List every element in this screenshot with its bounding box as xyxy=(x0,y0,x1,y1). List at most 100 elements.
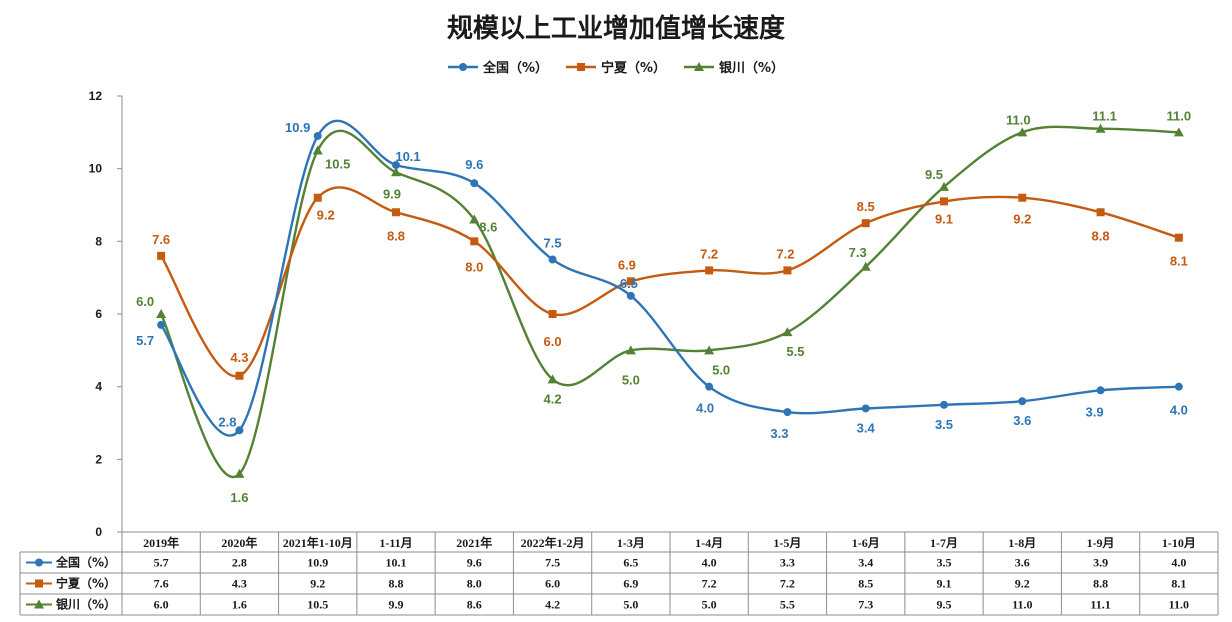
row-legend-marker xyxy=(35,558,43,567)
data-point xyxy=(1095,123,1106,133)
data-point xyxy=(470,237,479,246)
data-point xyxy=(940,400,948,409)
table-cell: 5.0 xyxy=(623,598,638,612)
table-row-0: 全国（%） 5.7 2.8 10.9 10.1 9.6 7.5 6.5 4.0 3.3 3.4 3.5… xyxy=(26,555,1186,570)
data-label: 11.1 xyxy=(1092,109,1117,124)
table-cell: 7.5 xyxy=(545,556,560,570)
table-cell: 1.6 xyxy=(232,598,247,612)
category-label: 2022年1-2月 xyxy=(521,535,585,550)
data-point xyxy=(626,291,635,300)
table-cell: 9.2 xyxy=(1015,577,1030,591)
data-label: 5.0 xyxy=(622,372,640,387)
data-label: 1.6 xyxy=(230,490,248,505)
series-line xyxy=(160,119,1179,437)
data-point xyxy=(157,320,166,329)
data-label: 3.9 xyxy=(1086,404,1104,419)
data-label: 10.5 xyxy=(325,157,350,172)
data-label: 9.6 xyxy=(465,157,483,172)
table-cell: 9.9 xyxy=(389,598,404,612)
data-point xyxy=(625,345,636,355)
category-label: 2021年 xyxy=(456,535,492,550)
y-tick-label: 10 xyxy=(89,162,103,176)
table-cell: 6.0 xyxy=(154,598,169,612)
legend-marker xyxy=(577,63,585,71)
category-label: 2020年 xyxy=(221,535,257,550)
data-point xyxy=(782,327,793,337)
category-label: 1-8月 xyxy=(1008,536,1036,550)
table-cell: 7.2 xyxy=(780,577,795,591)
data-point xyxy=(1096,208,1105,217)
category-label: 2021年1-10月 xyxy=(283,535,353,550)
row-legend-marker xyxy=(35,579,43,588)
table-cell: 5.7 xyxy=(154,556,169,570)
y-tick-label: 4 xyxy=(95,380,102,394)
data-label: 7.5 xyxy=(544,236,562,251)
series-labels-2: 6.0 1.6 10.5 9.9 8.6 4.2 5.0 5.0 5.5 7.3 9.5 11.0 11… xyxy=(136,108,1191,505)
row-header: 银川（%） xyxy=(56,597,116,612)
row-legend-marker xyxy=(34,599,44,609)
table-cell: 3.3 xyxy=(780,556,795,570)
data-point xyxy=(392,208,400,217)
data-point xyxy=(1174,233,1183,242)
data-label: 3.6 xyxy=(1013,413,1031,428)
category-label: 1-3月 xyxy=(617,536,645,550)
legend-label: 银川（%） xyxy=(719,60,784,76)
data-label: 10.1 xyxy=(395,149,420,164)
series-labels-1: 7.6 4.3 9.2 8.8 8.0 6.0 6.9 7.2 7.2 8.5 9.1 9.2 8.8 8… xyxy=(152,199,1188,365)
table-cell: 3.5 xyxy=(937,556,952,570)
table-cell: 11.0 xyxy=(1012,598,1032,612)
data-point xyxy=(783,408,792,417)
data-label: 5.5 xyxy=(786,344,804,359)
data-point xyxy=(312,145,323,155)
data-point xyxy=(313,131,322,140)
table-cell: 8.0 xyxy=(467,577,482,591)
table-cell: 8.8 xyxy=(1093,577,1108,591)
data-point xyxy=(861,219,870,228)
data-label: 8.0 xyxy=(465,259,483,274)
series-line xyxy=(160,125,1179,479)
table-cell: 9.6 xyxy=(467,556,482,570)
table-cell: 10.5 xyxy=(307,598,328,612)
data-label: 6.5 xyxy=(620,276,638,291)
table-cell: 11.1 xyxy=(1090,598,1110,612)
table-cell: 3.4 xyxy=(858,556,873,570)
series-1 xyxy=(157,186,1183,380)
category-label: 1-9月 xyxy=(1087,536,1115,550)
table-cell: 6.9 xyxy=(623,577,638,591)
data-point xyxy=(156,309,167,318)
data-point xyxy=(705,382,714,391)
data-label: 7.2 xyxy=(776,246,794,261)
data-point xyxy=(939,181,949,191)
table-cell: 4.2 xyxy=(545,598,560,612)
data-point xyxy=(470,179,479,188)
data-label: 6.9 xyxy=(618,257,636,272)
table-cell: 5.0 xyxy=(702,598,717,612)
series-labels-0: 5.7 2.8 10.9 10.1 9.6 7.5 6.5 4.0 3.3 3.4 3.5 3.6 3.… xyxy=(136,120,1188,441)
data-point xyxy=(1018,397,1027,406)
data-point xyxy=(783,266,792,275)
table-cell: 2.8 xyxy=(232,556,247,570)
data-table: 2019年 2020年 2021年1-10月 1-11月 2021年 2022年1-2月 1… xyxy=(19,531,1219,616)
data-point xyxy=(392,161,400,170)
category-label: 1-7月 xyxy=(930,536,958,550)
data-point xyxy=(157,251,166,260)
data-label: 6.0 xyxy=(544,334,562,349)
y-tick-label: 6 xyxy=(95,307,102,321)
data-point xyxy=(1174,382,1183,391)
data-label: 9.2 xyxy=(317,208,335,223)
data-point xyxy=(1018,193,1027,202)
data-label: 4.2 xyxy=(544,391,562,406)
data-label: 8.6 xyxy=(479,220,497,235)
legend-label: 宁夏（%） xyxy=(601,60,666,76)
table-cell: 5.5 xyxy=(780,598,795,612)
data-label: 7.6 xyxy=(152,232,170,247)
table-cell: 8.6 xyxy=(467,598,482,612)
category-label: 2019年 xyxy=(143,535,179,550)
data-label: 8.1 xyxy=(1170,254,1188,269)
y-tick-label: 12 xyxy=(89,89,103,103)
data-label: 3.4 xyxy=(857,420,876,435)
data-point xyxy=(391,167,401,177)
legend-marker xyxy=(459,63,467,71)
data-label: 9.1 xyxy=(935,211,953,226)
data-label: 8.8 xyxy=(387,228,405,243)
